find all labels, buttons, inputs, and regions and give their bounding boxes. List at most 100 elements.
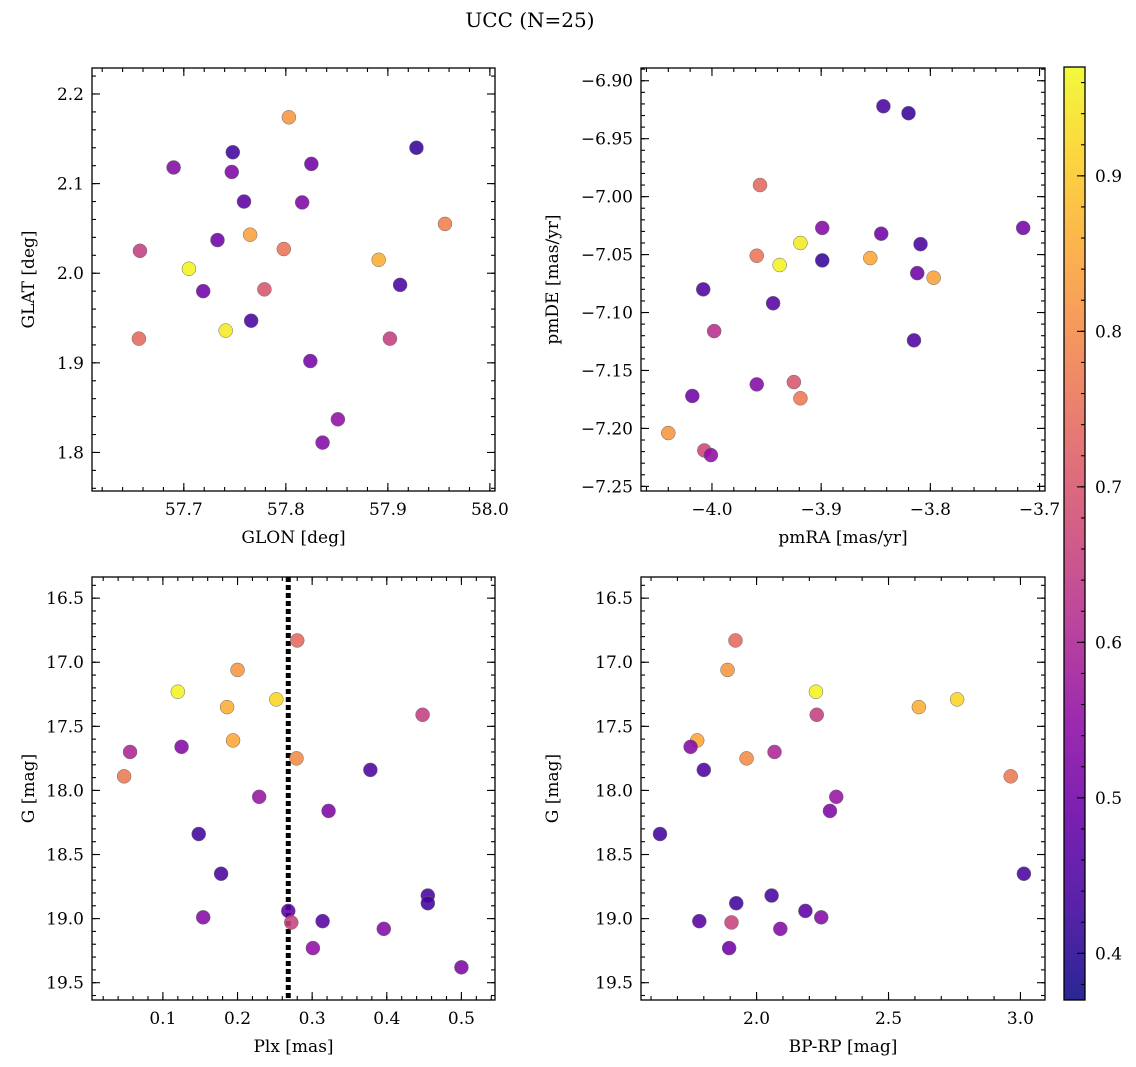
colorbar-gradient (1064, 67, 1085, 1000)
data-point (195, 910, 211, 925)
y-tick-label: 2.0 (57, 264, 84, 284)
data-point (749, 377, 764, 392)
data-point (132, 243, 148, 259)
data-point (764, 888, 779, 903)
data-point (294, 195, 310, 210)
data-point (213, 866, 229, 881)
x-tick-label: −4.0 (691, 500, 732, 520)
data-point (305, 940, 321, 956)
data-point (281, 110, 297, 125)
data-point (729, 895, 744, 911)
data-point (798, 903, 813, 919)
data-point (415, 707, 430, 723)
y-tick-label: 1.9 (57, 354, 84, 374)
x-tick-label: 0.1 (149, 1009, 176, 1029)
x-axis-label: BP-RP [mag] (789, 1037, 898, 1057)
data-point (321, 803, 336, 819)
data-point (236, 194, 252, 209)
axes-frame (640, 67, 1046, 492)
y-tick-label: −7.20 (581, 419, 633, 439)
data-point (772, 257, 787, 273)
x-axis-label: pmRA [mas/yr] (778, 528, 907, 548)
x-tick-label: 2.0 (743, 1009, 770, 1029)
data-point (913, 236, 928, 252)
y-tick-label: 16.5 (46, 589, 84, 609)
x-tick-label: 0.2 (224, 1009, 251, 1029)
data-point (863, 250, 878, 266)
axes-frame (640, 576, 1046, 1001)
data-point (420, 895, 436, 911)
colorbar: 0.4 0.5 0.6 0.7 0.8 0.9 (1063, 66, 1122, 1001)
y-axis-label: G [mag] (19, 754, 39, 823)
data-point (289, 751, 304, 766)
data-point (728, 633, 743, 648)
data-point (363, 762, 378, 778)
data-point (652, 826, 668, 842)
panel-3: 0.1 0.2 0.3 0.4 0.5 16.5 17.0 17.5 18.0 18.5 19.0 1… (19, 576, 496, 1057)
data-point (876, 98, 891, 114)
data-point (773, 921, 788, 937)
axes-frame (91, 576, 496, 1001)
data-point (218, 323, 233, 338)
data-point (739, 751, 754, 766)
data-point (210, 232, 225, 248)
data-point (683, 739, 698, 755)
data-point (131, 331, 147, 346)
data-point (195, 283, 211, 299)
data-point (371, 252, 386, 268)
data-point (793, 235, 808, 251)
y-axis-label: G [mag] (543, 754, 563, 823)
data-point (243, 313, 259, 328)
data-point (906, 333, 922, 348)
data-point (809, 707, 824, 723)
data-point (703, 447, 719, 463)
data-point (181, 261, 197, 276)
data-point (901, 105, 916, 121)
y-tick-label: −6.95 (581, 130, 633, 150)
y-tick-label: 2.1 (57, 175, 84, 195)
x-tick-label: −3.9 (801, 500, 842, 520)
y-tick-label: 19.0 (46, 910, 84, 930)
data-point (815, 220, 830, 236)
data-point (808, 684, 824, 699)
data-point (230, 662, 245, 678)
data-point (767, 744, 782, 760)
x-tick-label: 57.7 (165, 500, 203, 520)
colorbar-frame (1063, 66, 1086, 1001)
data-point (692, 913, 707, 929)
data-point (706, 323, 722, 339)
data-point (174, 739, 189, 755)
x-tick-label: 2.5 (875, 1009, 902, 1029)
y-tick-label: 2.2 (57, 85, 84, 105)
x-tick-label: 0.4 (373, 1009, 400, 1029)
panels: 57.7 57.8 57.9 58.0 1.8 1.9 2.0 2.1 2.2 GLON [deg… (19, 67, 1060, 1057)
data-point (225, 144, 241, 160)
y-tick-label: −7.05 (581, 246, 633, 266)
data-point (392, 277, 408, 293)
x-tick-label: −3.7 (1019, 500, 1060, 520)
data-point (909, 265, 925, 281)
data-point (786, 374, 802, 390)
data-point (225, 733, 241, 748)
data-point (721, 940, 737, 956)
y-tick-label: 18.5 (46, 846, 84, 866)
data-point (269, 692, 284, 707)
data-point (251, 789, 267, 805)
data-point (257, 282, 272, 297)
colorbar-tick-label: 0.7 (1095, 478, 1122, 498)
data-point (926, 270, 941, 286)
y-tick-label: −7.15 (581, 361, 633, 381)
y-tick-label: 19.0 (595, 910, 633, 930)
colorbar-tick-label: 0.6 (1095, 633, 1122, 653)
y-tick-label: 19.5 (595, 974, 633, 994)
data-point (873, 226, 889, 241)
y-tick-label: 16.5 (595, 589, 633, 609)
data-point (303, 353, 318, 369)
data-point (224, 164, 240, 180)
data-point (122, 744, 138, 760)
data-point (304, 156, 319, 172)
data-point (191, 826, 206, 842)
panel-4: 2.0 2.5 3.0 16.5 17.0 17.5 18.0 18.5 19.0 19.5 BP-… (543, 576, 1046, 1057)
y-tick-label: −7.00 (581, 188, 633, 208)
y-tick-label: 17.5 (595, 717, 633, 737)
